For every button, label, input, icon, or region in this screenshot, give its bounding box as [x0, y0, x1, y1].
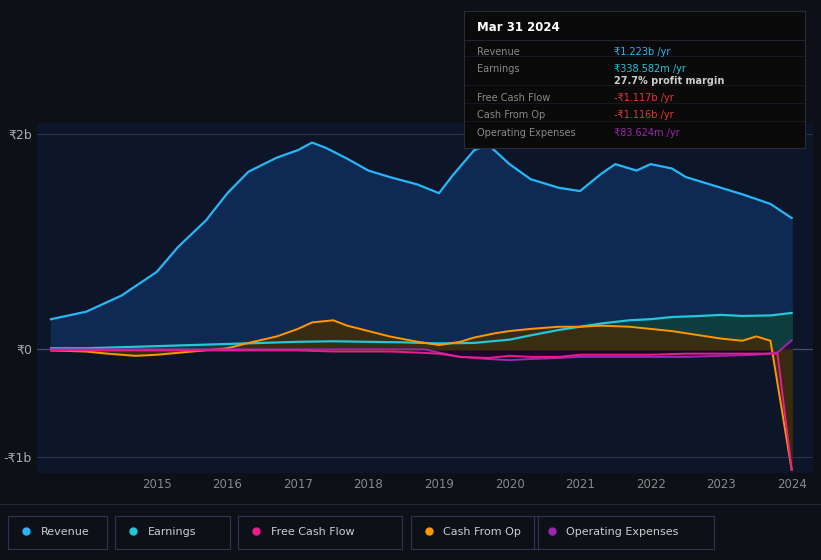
Text: Revenue: Revenue [41, 527, 89, 537]
Text: ₹338.582m /yr: ₹338.582m /yr [614, 64, 686, 74]
Text: ₹83.624m /yr: ₹83.624m /yr [614, 128, 680, 138]
Text: Operating Expenses: Operating Expenses [478, 128, 576, 138]
Text: Cash From Op: Cash From Op [478, 110, 546, 120]
Text: Operating Expenses: Operating Expenses [566, 527, 679, 537]
Text: -₹1.117b /yr: -₹1.117b /yr [614, 92, 673, 102]
Text: Earnings: Earnings [148, 527, 196, 537]
Text: Revenue: Revenue [478, 48, 521, 57]
Text: Free Cash Flow: Free Cash Flow [478, 92, 551, 102]
Text: -₹1.116b /yr: -₹1.116b /yr [614, 110, 673, 120]
Text: Mar 31 2024: Mar 31 2024 [478, 21, 560, 34]
Text: 27.7% profit margin: 27.7% profit margin [614, 76, 724, 86]
Text: ₹1.223b /yr: ₹1.223b /yr [614, 48, 670, 57]
Text: Free Cash Flow: Free Cash Flow [271, 527, 355, 537]
Text: Earnings: Earnings [478, 64, 520, 74]
Text: Cash From Op: Cash From Op [443, 527, 521, 537]
